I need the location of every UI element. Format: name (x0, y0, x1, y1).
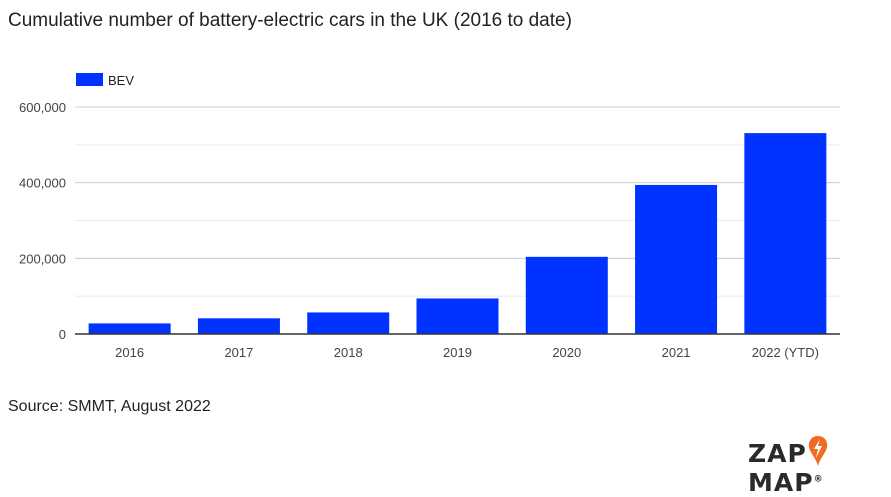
bar-2016 (88, 323, 171, 334)
x-tick-label: 2018 (334, 345, 363, 360)
y-tick-label: 200,000 (19, 251, 66, 266)
chart-title: Cumulative number of battery-electric ca… (8, 10, 572, 31)
y-tick-label: 600,000 (19, 100, 66, 115)
y-tick-label: 400,000 (19, 176, 66, 191)
legend-swatch (76, 73, 103, 86)
x-tick-label: 2022 (YTD) (752, 345, 819, 360)
source-note: Source: SMMT, August 2022 (8, 398, 211, 415)
x-tick-label: 2020 (552, 345, 581, 360)
bar-2018 (307, 312, 390, 334)
x-tick-label: 2019 (443, 345, 472, 360)
bar-2019 (416, 298, 499, 334)
bolt-pin-icon (808, 436, 827, 466)
x-tick-label: 2016 (115, 345, 144, 360)
y-tick-label: 0 (59, 327, 66, 342)
zap-map-logo: ZAPMAP® (748, 428, 891, 497)
bar-2022 (YTD) (744, 133, 827, 334)
bar-chart: 0 200,000 400,000 600,000 2016 2017 2018 2019 20… (19, 73, 840, 360)
bar-2021 (635, 184, 718, 334)
bar-2020 (525, 256, 608, 334)
x-tick-label: 2021 (662, 345, 691, 360)
x-tick-label: 2017 (224, 345, 253, 360)
legend-label: BEV (108, 73, 134, 88)
bar-2017 (197, 318, 280, 334)
